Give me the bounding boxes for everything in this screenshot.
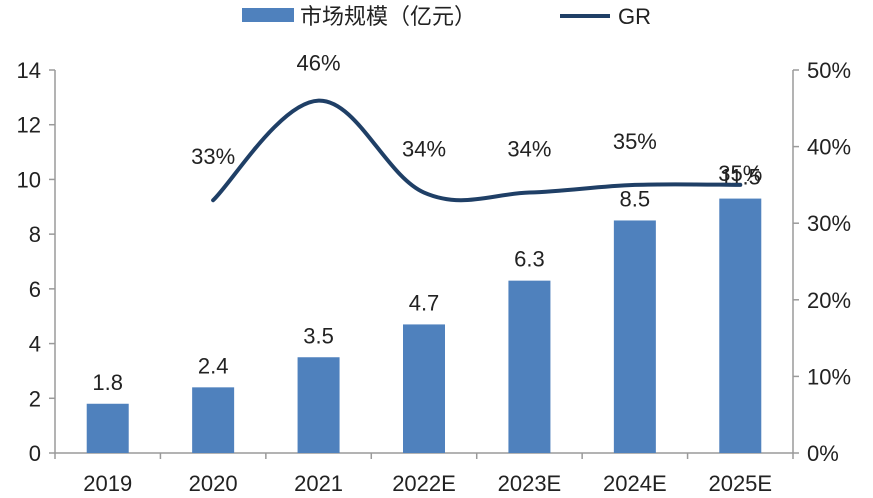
growth-line-path xyxy=(211,98,743,203)
growth-data-label: 34% xyxy=(507,137,551,162)
right-tick-label: 10% xyxy=(807,364,851,389)
bar xyxy=(192,387,235,453)
growth-data-label: 35% xyxy=(613,129,657,154)
left-tick-label: 0 xyxy=(29,441,41,466)
left-tick-label: 4 xyxy=(29,332,41,357)
legend-line-label: GR xyxy=(618,4,651,29)
right-tick-label: 50% xyxy=(807,58,851,83)
x-tick-label: 2023E xyxy=(498,471,562,496)
bar xyxy=(86,403,129,453)
axes: 0 2 4 6 8 10 12 14 0% 10% 20% 30% 40% 50% 2019 2020 2021… xyxy=(17,58,852,496)
bar-data-label: 3.5 xyxy=(303,323,334,348)
right-tick-label: 20% xyxy=(807,288,851,313)
bar xyxy=(719,198,762,453)
bar xyxy=(403,324,445,453)
bar-data-label: 1.8 xyxy=(92,370,123,395)
left-tick-label: 14 xyxy=(17,58,41,83)
right-tick-label: 30% xyxy=(807,211,851,236)
right-tick-label: 40% xyxy=(807,135,851,160)
growth-line xyxy=(211,98,743,203)
left-tick-label: 12 xyxy=(17,113,41,138)
bar-data-label: 2.4 xyxy=(198,353,229,378)
bar-data-label: 6.3 xyxy=(514,247,545,272)
bar xyxy=(613,220,656,453)
bar-data-label: 4.7 xyxy=(409,290,440,315)
growth-data-label: 34% xyxy=(402,137,446,162)
bar xyxy=(297,357,340,453)
legend-bar-swatch xyxy=(242,8,294,22)
x-tick-label: 2021 xyxy=(294,471,343,496)
growth-data-label: 46% xyxy=(297,51,341,76)
bar-data-label: 8.5 xyxy=(620,186,651,211)
legend: 市场规模（亿元） GR xyxy=(242,4,651,29)
left-tick-label: 8 xyxy=(29,222,41,247)
growth-labels: 33% 46% 34% 34% 35% 35% xyxy=(191,51,762,186)
left-tick-label: 2 xyxy=(29,386,41,411)
x-tick-label: 2022E xyxy=(392,471,456,496)
growth-data-label: 33% xyxy=(191,144,235,169)
bar-labels: 1.82.43.54.76.38.511.5 xyxy=(92,165,760,395)
bars xyxy=(86,198,762,453)
x-tick-label: 2024E xyxy=(603,471,667,496)
legend-bar-label: 市场规模（亿元） xyxy=(300,4,476,29)
x-tick-label: 2025E xyxy=(708,471,772,496)
left-tick-label: 10 xyxy=(17,167,41,192)
left-tick-label: 6 xyxy=(29,277,41,302)
bar xyxy=(508,280,551,453)
growth-data-label: 35% xyxy=(718,161,762,186)
x-tick-label: 2019 xyxy=(83,471,132,496)
right-tick-label: 0% xyxy=(807,441,839,466)
x-tick-label: 2020 xyxy=(189,471,238,496)
